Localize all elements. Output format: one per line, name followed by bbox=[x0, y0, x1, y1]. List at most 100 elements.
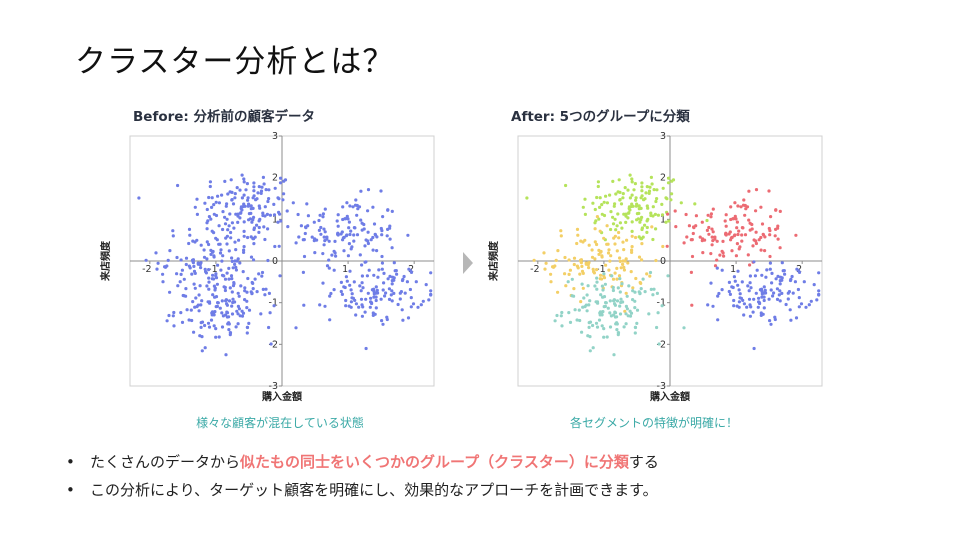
data-point bbox=[379, 189, 383, 193]
data-point bbox=[225, 311, 230, 315]
data-point bbox=[778, 289, 782, 293]
data-point bbox=[613, 311, 618, 315]
data-point bbox=[742, 198, 746, 202]
data-point bbox=[754, 230, 758, 234]
data-point bbox=[667, 176, 671, 180]
data-point bbox=[625, 238, 629, 242]
data-point bbox=[354, 198, 358, 202]
data-point bbox=[197, 309, 201, 313]
data-point bbox=[245, 290, 249, 294]
data-point bbox=[771, 294, 775, 298]
data-point bbox=[598, 310, 603, 314]
data-point bbox=[332, 288, 336, 292]
data-point bbox=[213, 310, 217, 314]
data-point bbox=[713, 235, 717, 239]
data-point bbox=[774, 208, 778, 212]
data-point bbox=[317, 218, 321, 223]
data-point bbox=[532, 258, 536, 262]
data-point bbox=[579, 239, 583, 243]
data-point bbox=[605, 224, 609, 228]
data-point bbox=[286, 225, 290, 229]
data-point bbox=[252, 185, 256, 189]
data-point bbox=[602, 327, 606, 331]
data-point bbox=[391, 275, 395, 279]
data-point bbox=[794, 233, 798, 237]
data-point bbox=[367, 268, 371, 272]
data-point bbox=[321, 252, 325, 256]
data-point bbox=[593, 227, 597, 231]
data-point bbox=[593, 257, 597, 261]
data-point bbox=[377, 268, 381, 272]
data-point bbox=[630, 248, 634, 252]
data-point bbox=[344, 275, 348, 279]
data-point bbox=[376, 275, 380, 279]
data-point bbox=[336, 213, 340, 217]
data-point bbox=[600, 212, 604, 216]
data-point bbox=[778, 299, 782, 303]
data-point bbox=[602, 236, 606, 240]
data-point bbox=[259, 312, 263, 316]
data-point bbox=[182, 277, 186, 281]
data-point bbox=[379, 297, 383, 301]
data-point bbox=[229, 230, 233, 235]
data-point bbox=[224, 353, 228, 357]
data-point bbox=[407, 267, 411, 271]
data-point bbox=[206, 321, 211, 325]
data-point bbox=[682, 326, 686, 330]
data-point bbox=[369, 238, 373, 242]
data-point bbox=[728, 230, 732, 234]
data-point bbox=[762, 306, 766, 310]
data-point bbox=[236, 212, 240, 216]
data-point bbox=[575, 241, 579, 246]
data-point bbox=[345, 214, 349, 218]
data-point bbox=[587, 266, 591, 270]
data-point bbox=[226, 192, 230, 196]
data-point bbox=[747, 218, 751, 222]
data-point bbox=[390, 246, 394, 250]
data-point bbox=[624, 312, 628, 316]
data-point bbox=[233, 262, 237, 266]
data-point bbox=[802, 280, 806, 284]
data-point bbox=[721, 239, 725, 243]
data-point bbox=[669, 198, 673, 202]
data-point bbox=[261, 287, 265, 291]
data-point bbox=[382, 281, 386, 285]
y-tick-label: 3 bbox=[660, 131, 666, 142]
data-point bbox=[215, 282, 219, 286]
data-point bbox=[225, 202, 229, 206]
data-point bbox=[219, 268, 223, 272]
data-point bbox=[384, 291, 388, 295]
data-point bbox=[598, 196, 602, 200]
data-point bbox=[360, 263, 364, 267]
data-point bbox=[210, 205, 214, 209]
data-point bbox=[760, 290, 764, 294]
data-point bbox=[223, 277, 228, 281]
data-point bbox=[600, 324, 604, 328]
data-point bbox=[618, 256, 622, 260]
data-point bbox=[249, 255, 254, 259]
bullet-text-post: する bbox=[628, 453, 659, 471]
data-point bbox=[202, 255, 207, 259]
data-point bbox=[556, 249, 560, 253]
data-point bbox=[670, 179, 674, 183]
data-point bbox=[364, 297, 368, 301]
data-point bbox=[187, 241, 191, 246]
data-point bbox=[618, 190, 622, 194]
data-point bbox=[409, 305, 413, 309]
data-point bbox=[713, 264, 718, 268]
data-point bbox=[359, 297, 364, 301]
data-point bbox=[322, 227, 326, 231]
data-point bbox=[220, 325, 225, 329]
data-point bbox=[736, 269, 740, 273]
data-point bbox=[206, 219, 210, 223]
data-point bbox=[257, 272, 261, 276]
data-point bbox=[578, 258, 583, 262]
data-point bbox=[263, 205, 267, 209]
data-point bbox=[611, 285, 615, 290]
data-point bbox=[185, 308, 189, 312]
data-point bbox=[359, 289, 363, 293]
data-point bbox=[654, 199, 658, 204]
y-tick-label: -3 bbox=[269, 381, 278, 392]
data-point bbox=[263, 237, 267, 242]
data-point bbox=[600, 255, 604, 259]
